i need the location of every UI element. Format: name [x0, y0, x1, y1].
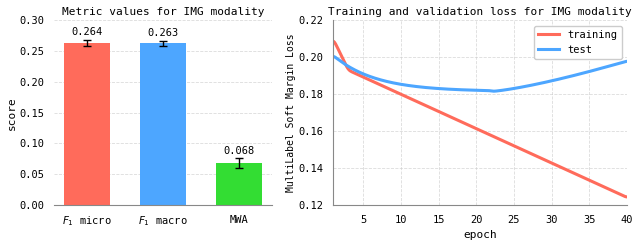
training	[470, 126, 478, 129]
test	[490, 90, 498, 93]
test	[623, 60, 630, 63]
training	[570, 172, 578, 175]
training	[616, 193, 623, 196]
Bar	[216, 163, 262, 205]
Title: Metric values for IMG modality: Metric values for IMG modality	[62, 7, 264, 17]
training	[488, 134, 496, 137]
Bar	[140, 43, 186, 205]
training	[469, 125, 477, 128]
training	[623, 195, 630, 198]
test	[505, 88, 513, 91]
test	[488, 90, 496, 93]
Title: Training and validation loss for IMG modality: Training and validation loss for IMG mod…	[328, 7, 632, 17]
Y-axis label: score: score	[7, 96, 17, 129]
Text: 0.264: 0.264	[72, 27, 103, 37]
Text: 0.263: 0.263	[148, 28, 179, 38]
test	[469, 89, 477, 92]
test	[571, 74, 579, 77]
Legend: training, test: training, test	[534, 26, 621, 59]
training	[330, 40, 337, 43]
Line: training: training	[333, 41, 627, 197]
test	[616, 62, 624, 64]
Y-axis label: MultiLabel Soft Margin Loss: MultiLabel Soft Margin Loss	[286, 33, 296, 192]
Text: 0.068: 0.068	[223, 146, 255, 156]
test	[470, 89, 478, 92]
Line: test: test	[333, 57, 627, 91]
test	[330, 55, 337, 58]
training	[504, 142, 512, 145]
X-axis label: epoch: epoch	[463, 230, 497, 240]
Bar	[65, 43, 110, 205]
